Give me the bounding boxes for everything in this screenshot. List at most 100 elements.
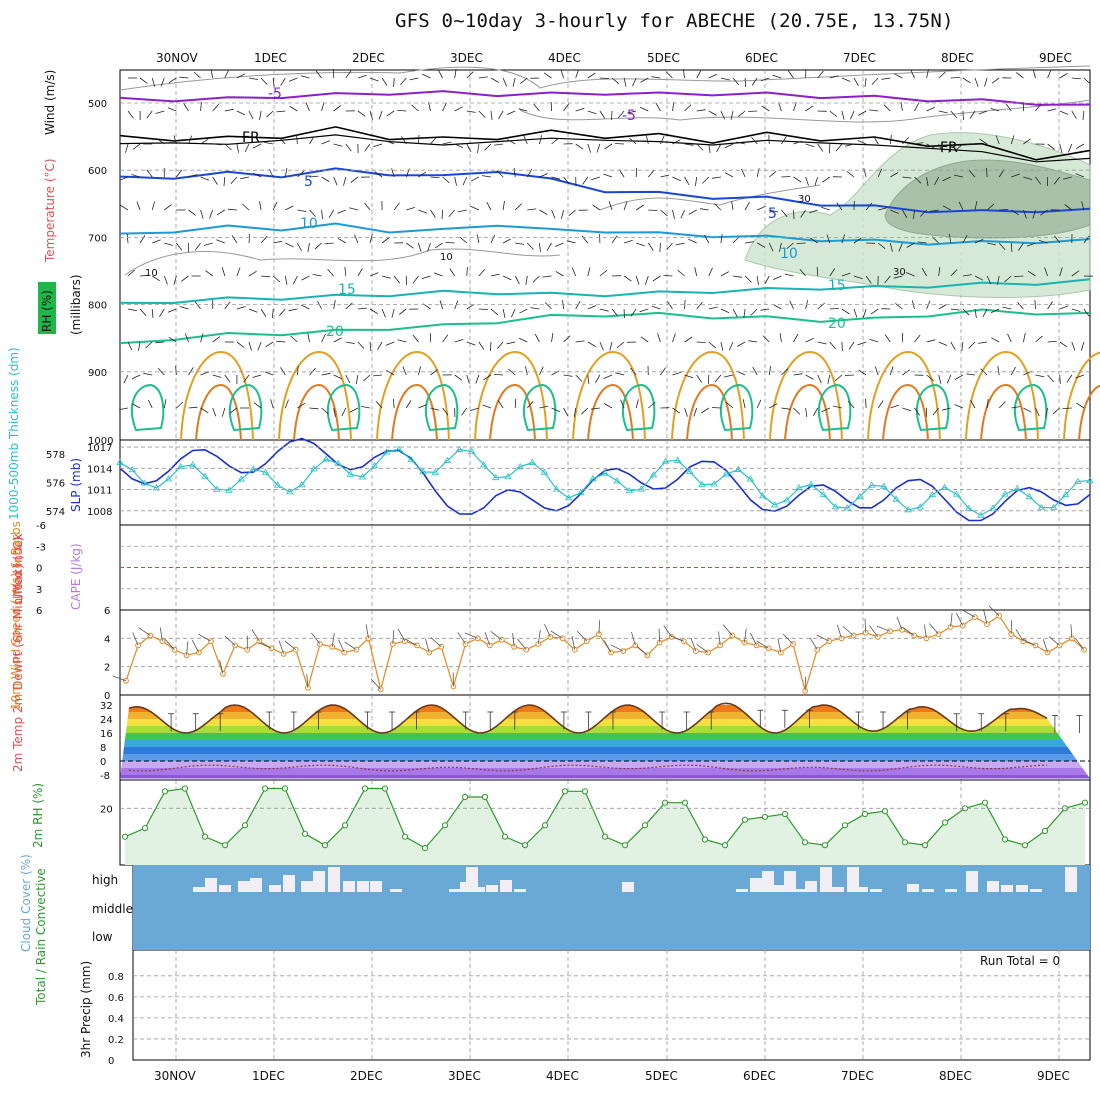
thickness-marker <box>176 462 185 470</box>
thickness-marker <box>977 511 985 518</box>
cool-contour <box>523 383 557 432</box>
wind-barb <box>684 336 693 343</box>
wind-barb <box>1018 242 1024 251</box>
wind-barb <box>684 176 690 186</box>
wind-barb <box>357 341 365 349</box>
wind-barb <box>314 242 322 250</box>
wind10-barb <box>988 605 1000 616</box>
thickness-marker <box>1001 490 1009 497</box>
wind-barb <box>1045 407 1048 417</box>
wind-barb <box>151 77 156 87</box>
wind10-barb <box>464 632 478 639</box>
wind-barb <box>284 168 288 178</box>
wind-barb <box>494 374 504 376</box>
wind-barb <box>950 110 958 119</box>
rh-point <box>401 833 409 840</box>
thickness-marker <box>189 461 197 468</box>
warm-contour-inner <box>587 383 634 441</box>
cloud-gap <box>736 889 748 892</box>
wind-barb <box>272 77 275 88</box>
rh-shade-60 <box>884 159 1091 239</box>
ytick-pressure: 700 <box>88 233 107 244</box>
date-label-top: 6DEC <box>745 51 778 65</box>
warm-contour-outer <box>965 350 1039 441</box>
wind-barb <box>651 76 661 79</box>
wind-barb <box>333 337 342 343</box>
wind-barb <box>430 176 440 178</box>
wind-barb <box>635 204 644 211</box>
wind-barb <box>906 242 915 248</box>
wind-barb <box>418 242 422 252</box>
cloud-gap <box>238 881 250 892</box>
wind-barb <box>321 209 323 220</box>
wind-barb <box>708 73 718 79</box>
cloud-gap <box>750 878 762 892</box>
wind-barb <box>1023 209 1027 219</box>
wind-barb <box>288 308 298 312</box>
wind-barb <box>377 341 383 350</box>
rh-point <box>561 788 569 795</box>
wind-barb <box>1047 374 1054 383</box>
wind-barb <box>402 366 407 376</box>
cloud-gap <box>772 885 784 892</box>
temp-band <box>120 775 1090 779</box>
rh-point <box>861 810 869 818</box>
wind-barb <box>932 407 940 416</box>
wind-barb <box>507 139 516 145</box>
wind-barb <box>587 110 597 115</box>
wind-barb <box>756 275 759 285</box>
wind-barb <box>575 301 581 310</box>
wind-barb <box>877 242 886 250</box>
date-label-bottom: 9DEC <box>1037 1069 1070 1083</box>
rh-point <box>301 830 309 837</box>
wind-barb <box>853 308 858 318</box>
wind-barb <box>889 366 894 376</box>
wind10-barb <box>869 625 879 638</box>
wind-barb <box>400 77 407 86</box>
wind-barb <box>760 308 770 311</box>
wind-barb <box>1075 173 1085 178</box>
wind-barb <box>688 238 697 244</box>
ylabel-temp: Temperature (°C) <box>43 158 57 263</box>
wind-barb <box>827 374 831 384</box>
wind-barb <box>623 201 628 211</box>
wind-barb <box>159 308 165 317</box>
temp-band <box>120 747 1090 754</box>
wind-barb <box>781 407 791 410</box>
wind-barb <box>793 102 797 112</box>
wind-barb <box>914 142 924 145</box>
cool-contour <box>622 383 656 432</box>
wind-barb <box>270 399 274 409</box>
wind-barb <box>343 176 347 186</box>
wind-barb <box>248 110 254 120</box>
wind-barb <box>805 337 814 343</box>
wind-barb <box>486 201 492 211</box>
wind-barb <box>285 205 294 211</box>
wind-barb <box>357 110 366 117</box>
rh-point <box>741 816 749 823</box>
rh-point <box>761 813 769 820</box>
wind-barb <box>853 275 863 280</box>
wind-barb <box>938 110 948 114</box>
wind-barb <box>596 143 601 153</box>
wind-barb <box>260 308 267 317</box>
wind-barb <box>667 301 673 310</box>
wind-barb <box>895 302 903 310</box>
wind-barb <box>297 365 299 376</box>
wind-barb <box>337 238 347 244</box>
wind-barb <box>392 398 395 409</box>
wind-barb <box>615 372 625 376</box>
wind-barb <box>672 139 681 145</box>
wind-barb <box>355 374 359 384</box>
wind-barb <box>393 275 401 284</box>
wind-barb <box>720 341 724 351</box>
wind-barb <box>176 401 184 409</box>
wind-barb <box>333 143 343 147</box>
wind-barb <box>781 209 788 218</box>
wind-barb <box>950 269 958 277</box>
ytick-thickness: 574 <box>46 507 65 518</box>
wind-barb <box>333 105 342 112</box>
wind-barb <box>737 341 746 347</box>
wind-barb <box>328 209 335 218</box>
